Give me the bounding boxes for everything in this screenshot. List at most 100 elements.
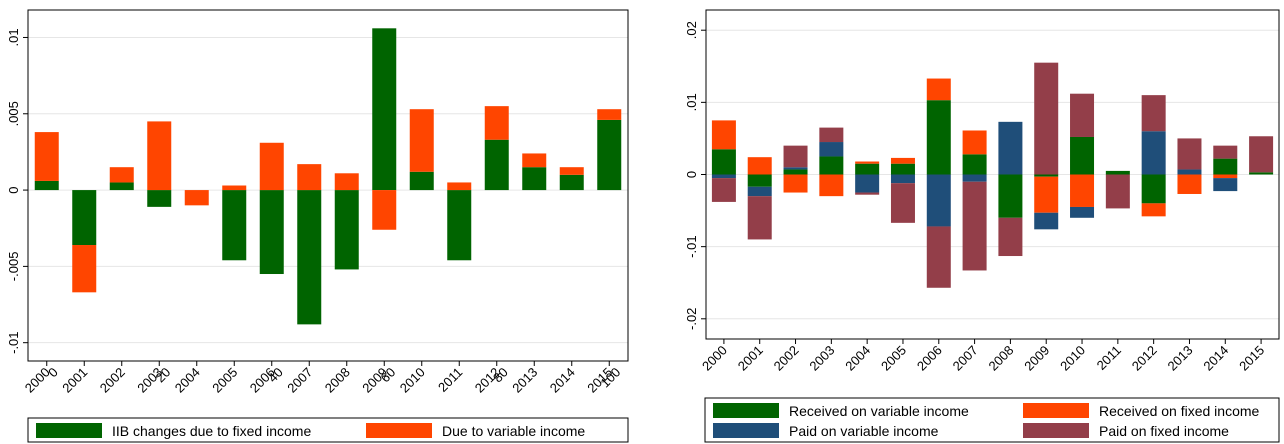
x-tick-label: 2010 <box>1057 343 1088 374</box>
legend-swatch <box>1023 423 1089 438</box>
bar-received-on-variable-income-2008 <box>998 174 1023 218</box>
legend-box <box>704 397 1280 443</box>
legend-label: Received on fixed income <box>1099 403 1260 419</box>
bar-received-on-variable-income-2010 <box>1070 136 1095 175</box>
bar-paid-on-variable-income-2013 <box>1177 169 1202 175</box>
plot-frame <box>27 9 629 362</box>
bar-paid-on-variable-income-2014 <box>1213 178 1238 192</box>
bar-iib-changes-due-to-fixed-income-2000 <box>34 180 59 191</box>
bar-received-on-fixed-income-2012 <box>1141 203 1166 217</box>
bar-due-to-variable-income-2007 <box>297 164 322 191</box>
bar-paid-on-fixed-income-2007 <box>962 181 987 271</box>
x-tick-label: 2002 <box>771 343 802 374</box>
bar-due-to-variable-income-2010 <box>409 109 434 172</box>
x-tick-label: 2012 <box>1129 343 1160 374</box>
legend-swatch <box>366 423 432 438</box>
bar-received-on-fixed-income-2004 <box>855 161 880 164</box>
bar-received-on-variable-income-2003 <box>819 156 844 175</box>
bar-paid-on-fixed-income-2008 <box>998 217 1023 257</box>
bar-received-on-variable-income-2004 <box>855 163 880 175</box>
bar-received-on-fixed-income-2010 <box>1070 174 1095 207</box>
legend-label: Paid on fixed income <box>1099 423 1229 439</box>
bar-received-on-variable-income-2012 <box>1141 174 1166 204</box>
y-tick-label: -.005 <box>6 252 21 282</box>
bar-received-on-variable-income-2000 <box>711 149 736 175</box>
bar-paid-on-variable-income-2007 <box>962 174 987 182</box>
legend-swatch <box>36 423 102 438</box>
bar-iib-changes-due-to-fixed-income-2008 <box>334 190 359 270</box>
bar-due-to-variable-income-2009 <box>372 190 397 230</box>
bar-iib-changes-due-to-fixed-income-2006 <box>259 190 284 275</box>
bar-paid-on-fixed-income-2001 <box>747 196 772 240</box>
legend-label: Due to variable income <box>442 423 585 439</box>
x-tick-label: 2010 <box>397 365 428 396</box>
bar-paid-on-fixed-income-2003 <box>819 127 844 143</box>
legend-swatch <box>1023 403 1089 418</box>
x-tick-label: 2004 <box>172 365 203 396</box>
bar-due-to-variable-income-2005 <box>222 185 247 191</box>
x-tick-label: 2006 <box>914 343 945 374</box>
x-tick-label: 2007 <box>284 365 315 396</box>
legend-label: Paid on variable income <box>789 423 939 439</box>
bar-paid-on-fixed-income-2012 <box>1141 95 1166 132</box>
bar-paid-on-variable-income-2009 <box>1034 212 1059 230</box>
bar-due-to-variable-income-2000 <box>34 132 59 181</box>
bar-due-to-variable-income-2012 <box>484 106 509 140</box>
bar-received-on-fixed-income-2003 <box>819 174 844 197</box>
x-tick-label: 2007 <box>950 343 981 374</box>
bar-iib-changes-due-to-fixed-income-2003 <box>147 190 172 207</box>
bar-iib-changes-due-to-fixed-income-2007 <box>297 190 322 325</box>
bar-due-to-variable-income-2006 <box>259 142 284 191</box>
bar-paid-on-variable-income-2006 <box>926 174 951 227</box>
bar-iib-changes-due-to-fixed-income-2005 <box>222 190 247 261</box>
bar-iib-changes-due-to-fixed-income-2009 <box>372 28 397 191</box>
bar-paid-on-fixed-income-2015 <box>1249 136 1274 173</box>
bar-received-on-variable-income-2014 <box>1213 158 1238 175</box>
bar-received-on-variable-income-2009 <box>1034 174 1059 177</box>
bar-iib-changes-due-to-fixed-income-2010 <box>409 171 434 191</box>
bar-iib-changes-due-to-fixed-income-2001 <box>72 190 97 246</box>
x-tick-label: 2001 <box>59 365 90 396</box>
x-tick-label: 2009 <box>1021 343 1052 374</box>
bar-paid-on-variable-income-2002 <box>783 167 808 170</box>
bar-received-on-fixed-income-2006 <box>926 78 951 101</box>
y-tick-label: 0 <box>684 171 699 178</box>
bar-received-on-fixed-income-2002 <box>783 174 808 193</box>
bar-due-to-variable-income-2015 <box>597 109 622 120</box>
x-tick-label: 2011 <box>435 365 465 395</box>
bar-received-on-variable-income-2015 <box>1249 172 1274 175</box>
bar-received-on-fixed-income-2014 <box>1213 174 1238 179</box>
bar-paid-on-fixed-income-2011 <box>1105 174 1130 209</box>
bar-received-on-fixed-income-2005 <box>890 157 915 164</box>
bar-due-to-variable-income-2004 <box>184 190 209 206</box>
legend-label: Received on variable income <box>789 403 969 419</box>
y-tick-label: .01 <box>6 28 21 46</box>
bar-paid-on-variable-income-2012 <box>1141 131 1166 175</box>
bar-paid-on-fixed-income-2000 <box>711 178 736 202</box>
y-tick-label: -.01 <box>6 331 21 353</box>
bar-paid-on-fixed-income-2004 <box>855 192 880 195</box>
x-tick-label: 2002 <box>97 365 128 396</box>
bar-paid-on-fixed-income-2014 <box>1213 145 1238 159</box>
bar-due-to-variable-income-2011 <box>447 182 472 191</box>
x-tick-label: 2004 <box>842 343 873 374</box>
bar-paid-on-variable-income-2010 <box>1070 206 1095 218</box>
legend-swatch <box>713 423 779 438</box>
bar-received-on-variable-income-2011 <box>1105 170 1130 175</box>
bar-paid-on-fixed-income-2005 <box>890 183 915 223</box>
bar-due-to-variable-income-2013 <box>522 153 547 168</box>
x-tick-label: 2011 <box>1094 343 1124 373</box>
bar-iib-changes-due-to-fixed-income-2015 <box>597 119 622 191</box>
x-tick-label: 2008 <box>322 365 353 396</box>
legend-swatch <box>713 403 779 418</box>
y-tick-label: .01 <box>684 93 699 111</box>
bar-received-on-variable-income-2001 <box>747 174 772 187</box>
bar-iib-changes-due-to-fixed-income-2002 <box>109 182 134 191</box>
bar-paid-on-variable-income-2008 <box>998 121 1023 175</box>
bar-due-to-variable-income-2003 <box>147 121 172 191</box>
x-tick-label: 2013 <box>509 365 540 396</box>
bar-paid-on-variable-income-2000 <box>711 174 736 179</box>
